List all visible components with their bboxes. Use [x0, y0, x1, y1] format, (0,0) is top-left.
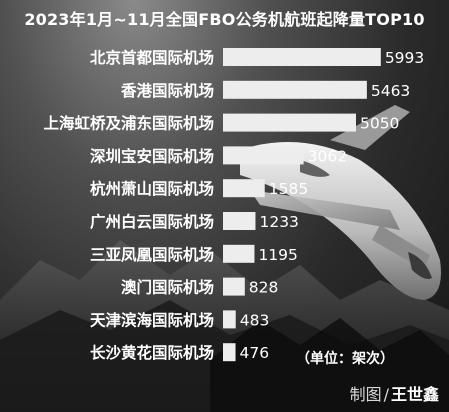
data-label: 5463	[371, 82, 410, 100]
data-label: 1195	[258, 246, 297, 264]
category-label: 上海虹桥及浦东国际机场	[43, 114, 214, 133]
data-label: 3062	[308, 147, 347, 165]
bar	[223, 146, 304, 165]
credit-name: 王世鑫	[390, 385, 439, 404]
data-label: 476	[240, 344, 270, 362]
credit-label: 制图	[349, 385, 382, 404]
data-label: 5050	[360, 115, 399, 133]
bar	[223, 212, 256, 230]
bar	[223, 80, 367, 99]
chart-title: 2023年1月~11月全国FBO公务机航班起降量TOP10	[24, 10, 425, 29]
category-label: 北京首都国际机场	[90, 48, 214, 67]
credit-line: 制图 / 王世鑫	[350, 381, 439, 405]
bar	[223, 343, 236, 362]
category-label: 香港国际机场	[121, 81, 214, 100]
category-label: 天津滨海国际机场	[90, 310, 214, 329]
data-label: 1233	[259, 213, 298, 231]
bar	[223, 277, 245, 296]
category-label: 广州白云国际机场	[90, 212, 214, 231]
category-label: 长沙黄花国际机场	[90, 343, 214, 362]
data-label: 5993	[385, 49, 424, 67]
credit-separator: /	[383, 385, 389, 404]
bar	[223, 244, 255, 263]
bar	[223, 48, 381, 66]
bar	[223, 179, 265, 198]
bar	[223, 310, 236, 329]
bars-layer: 北京首都国际机场 5993 香港国际机场 5463 上海虹桥及浦东国际机场 5050 深圳宝…	[43, 48, 424, 362]
bar	[223, 113, 356, 132]
data-label: 483	[240, 311, 270, 329]
category-label: 三亚凤凰国际机场	[90, 245, 214, 264]
category-label: 深圳宝安国际机场	[90, 146, 214, 165]
category-label: 澳门国际机场	[121, 278, 214, 297]
category-label: 杭州萧山国际机场	[90, 179, 214, 198]
unit-note: （单位：架次）	[296, 351, 394, 367]
data-label: 828	[249, 279, 279, 297]
data-label: 1585	[269, 180, 308, 198]
